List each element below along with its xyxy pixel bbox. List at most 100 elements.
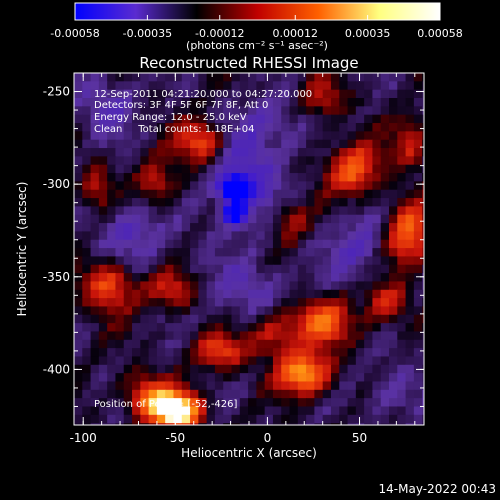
heatmap-cell bbox=[123, 214, 133, 224]
heatmap-cell bbox=[206, 123, 216, 132]
heatmap-cell bbox=[372, 298, 382, 308]
heatmap-cell bbox=[372, 139, 382, 149]
heatmap-cell bbox=[223, 339, 233, 349]
heatmap-cell bbox=[314, 281, 324, 291]
heatmap-cell bbox=[165, 114, 175, 124]
heatmap-cell bbox=[405, 156, 415, 166]
heatmap-cell bbox=[214, 381, 224, 391]
heatmap-cell bbox=[364, 389, 374, 399]
heatmap-cell bbox=[239, 173, 249, 182]
heatmap-cell bbox=[364, 306, 374, 316]
heatmap-cell bbox=[74, 381, 83, 391]
heatmap-cell bbox=[115, 98, 125, 107]
heatmap-cell bbox=[98, 189, 108, 199]
heatmap-cell bbox=[330, 248, 340, 258]
heatmap-cell bbox=[140, 256, 150, 266]
heatmap-cell bbox=[405, 106, 415, 116]
heatmap-cell bbox=[148, 306, 158, 316]
heatmap-cell bbox=[248, 381, 257, 391]
heatmap-cell bbox=[107, 356, 117, 366]
heatmap-cell bbox=[74, 314, 83, 324]
heatmap-cell bbox=[165, 323, 175, 333]
heatmap-cell bbox=[306, 248, 315, 258]
heatmap-cell bbox=[297, 423, 307, 425]
heatmap-cell bbox=[181, 131, 191, 141]
heatmap-cell bbox=[413, 331, 423, 341]
heatmap-cell bbox=[372, 106, 382, 116]
heatmap-cell bbox=[405, 256, 415, 266]
heatmap-cell bbox=[74, 348, 83, 358]
heatmap-cell bbox=[132, 373, 141, 383]
heatmap-cell bbox=[322, 273, 332, 283]
heatmap-cell bbox=[339, 139, 349, 149]
heatmap-cell bbox=[364, 373, 374, 383]
heatmap-cell bbox=[413, 323, 423, 333]
heatmap-cell bbox=[272, 139, 282, 149]
heatmap-cell bbox=[372, 248, 382, 258]
heatmap-cell bbox=[397, 398, 407, 408]
heatmap-cell bbox=[339, 181, 349, 191]
heatmap-cell bbox=[190, 206, 199, 216]
heatmap-cell bbox=[397, 373, 407, 383]
heatmap-cell bbox=[123, 156, 133, 166]
heatmap-cell bbox=[322, 281, 332, 291]
heatmap-cell bbox=[156, 139, 166, 149]
heatmap-cell bbox=[314, 364, 324, 374]
heatmap-cell bbox=[264, 239, 274, 249]
heatmap-cell bbox=[264, 181, 274, 191]
heatmap-cell bbox=[198, 223, 208, 232]
heatmap-cell bbox=[206, 323, 216, 333]
heatmap-cell bbox=[397, 206, 407, 216]
heatmap-cell bbox=[148, 298, 158, 308]
heatmap-cell bbox=[223, 323, 233, 333]
heatmap-cell bbox=[281, 206, 291, 216]
heatmap-cell bbox=[314, 398, 324, 408]
heatmap-cell bbox=[413, 198, 423, 207]
heatmap-cell bbox=[132, 331, 141, 341]
heatmap-cell bbox=[372, 281, 382, 291]
heatmap-cell bbox=[405, 348, 415, 358]
heatmap-cell bbox=[364, 348, 374, 358]
heatmap-cell bbox=[306, 98, 315, 107]
heatmap-cell bbox=[297, 139, 307, 149]
heatmap-cell bbox=[231, 314, 241, 324]
heatmap-cell bbox=[248, 281, 257, 291]
heatmap-cell bbox=[148, 231, 158, 241]
heatmap-cell bbox=[156, 264, 166, 274]
heatmap-cell bbox=[430, 231, 439, 240]
heatmap-cell bbox=[256, 356, 266, 366]
heatmap-cell bbox=[306, 389, 315, 399]
heatmap-cell bbox=[355, 223, 365, 232]
heatmap-cell bbox=[190, 414, 199, 424]
heatmap-cell bbox=[347, 123, 357, 132]
heatmap-cell bbox=[214, 348, 224, 358]
heatmap-cell bbox=[239, 414, 249, 424]
heatmap-cell bbox=[322, 356, 332, 366]
heatmap-cell bbox=[181, 281, 191, 291]
heatmap-cell bbox=[198, 298, 208, 308]
heatmap-cell bbox=[364, 164, 374, 174]
heatmap-cell bbox=[107, 231, 117, 241]
heatmap-cell bbox=[397, 89, 407, 99]
heatmap-cell bbox=[306, 189, 315, 199]
heatmap-cell bbox=[364, 173, 374, 182]
heatmap-cell bbox=[322, 98, 332, 107]
heatmap-cell bbox=[389, 406, 398, 416]
heatmap-cell bbox=[198, 148, 208, 157]
heatmap-cell bbox=[413, 306, 423, 316]
heatmap-cell bbox=[347, 81, 357, 91]
heatmap-cell bbox=[372, 223, 382, 232]
heatmap-cell bbox=[405, 164, 415, 174]
heatmap-cell bbox=[256, 231, 266, 241]
heatmap-cell bbox=[272, 398, 282, 408]
heatmap-cell bbox=[306, 414, 315, 424]
heatmap-cell bbox=[380, 364, 390, 374]
heatmap-cell bbox=[90, 189, 100, 199]
heatmap-cell bbox=[74, 281, 83, 291]
heatmap-cell bbox=[156, 223, 166, 232]
heatmap-cell bbox=[256, 89, 266, 99]
heatmap-cell bbox=[380, 406, 390, 416]
heatmap-cell bbox=[132, 198, 141, 207]
heatmap-cell bbox=[264, 398, 274, 408]
heatmap-cell bbox=[90, 306, 100, 316]
